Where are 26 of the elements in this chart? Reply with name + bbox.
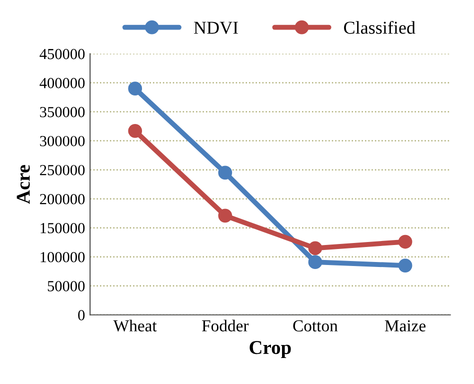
y-tick-label: 450000 <box>40 48 85 60</box>
x-axis-title: Crop <box>250 341 291 358</box>
point <box>398 234 412 249</box>
y-tick-label: 400000 <box>40 78 85 88</box>
y-tick-label: 200000 <box>40 194 85 204</box>
y-tick-label: 300000 <box>40 136 85 146</box>
point <box>218 208 232 223</box>
point <box>128 82 142 96</box>
y-tick-label: 50000 <box>48 281 85 292</box>
point <box>308 241 322 256</box>
legend-label: Classified <box>344 20 416 34</box>
y-axis-title: Acre <box>16 165 30 204</box>
point <box>398 258 412 272</box>
point <box>218 166 232 180</box>
legend-label: NDVI <box>194 22 238 34</box>
point <box>308 255 322 270</box>
x-tick-label: Cotton <box>293 320 338 332</box>
x-tick-label: Maize <box>384 320 426 332</box>
y-tick-label: 350000 <box>40 106 85 118</box>
x-tick-label: Wheat <box>113 320 157 332</box>
point <box>128 124 142 138</box>
y-tick-label: 250000 <box>40 164 85 176</box>
x-tick-label: Fodder <box>202 320 249 332</box>
y-tick-label: 100000 <box>40 252 85 262</box>
y-tick-label: 150000 <box>40 222 85 234</box>
y-tick-label: 0 <box>78 310 85 320</box>
